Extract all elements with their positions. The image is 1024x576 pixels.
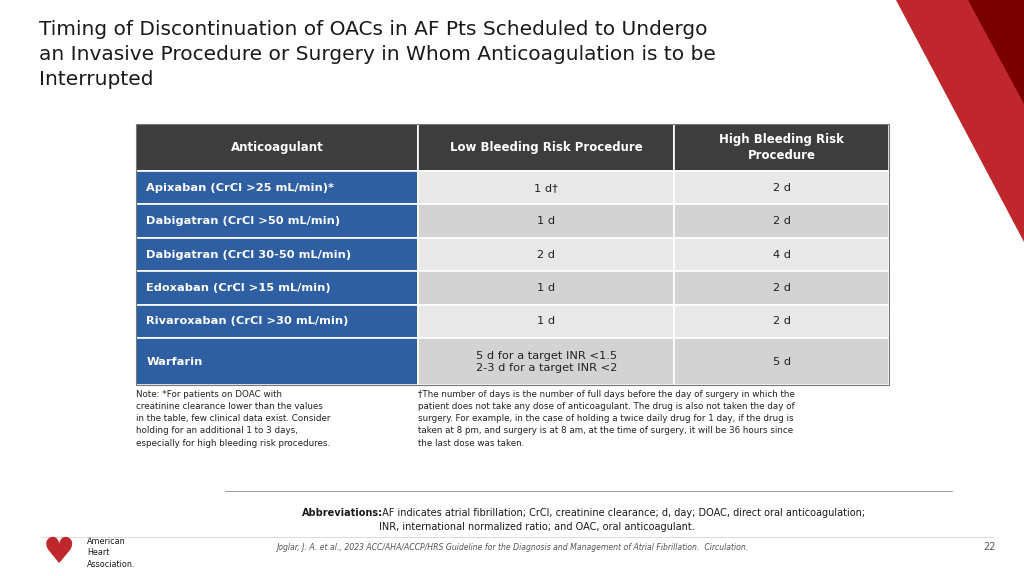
Text: 4 d: 4 d [772, 249, 791, 260]
Bar [675, 204, 889, 238]
Text: Joglar, J. A. et al., 2023 ACC/AHA/ACCP/HRS Guideline for the Diagnosis and Mana: Joglar, J. A. et al., 2023 ACC/AHA/ACCP/… [275, 543, 749, 552]
Text: AF indicates atrial fibrillation; CrCl, creatinine clearance; d, day; DOAC, dire: AF indicates atrial fibrillation; CrCl, … [379, 508, 865, 532]
Text: Timing of Discontinuation of OACs in AF Pts Scheduled to Undergo
an Invasive Pro: Timing of Discontinuation of OACs in AF … [39, 20, 716, 89]
Bar [136, 305, 419, 338]
Text: 2 d: 2 d [772, 283, 791, 293]
Bar [136, 204, 419, 238]
Text: Abbreviations:: Abbreviations: [302, 508, 383, 518]
Text: 2 d: 2 d [772, 183, 791, 193]
Text: Dabigatran (CrCl >50 mL/min): Dabigatran (CrCl >50 mL/min) [146, 216, 341, 226]
Bar [419, 204, 675, 238]
Bar [419, 124, 675, 171]
Text: Note: *For patients on DOAC with
creatinine clearance lower than the values
in t: Note: *For patients on DOAC with creatin… [136, 390, 331, 448]
Text: 2 d: 2 d [538, 249, 555, 260]
Text: American
Heart
Association.: American Heart Association. [87, 537, 135, 569]
Bar [675, 238, 889, 271]
Text: 5 d for a target INR <1.5
2-3 d for a target INR <2: 5 d for a target INR <1.5 2-3 d for a ta… [476, 351, 617, 373]
Text: Edoxaban (CrCl >15 mL/min): Edoxaban (CrCl >15 mL/min) [146, 283, 331, 293]
Bar [419, 338, 675, 385]
Text: Rivaroxaban (CrCl >30 mL/min): Rivaroxaban (CrCl >30 mL/min) [146, 316, 349, 327]
Bar [675, 305, 889, 338]
Bar [419, 305, 675, 338]
Bar [675, 124, 889, 171]
Bar [136, 338, 419, 385]
Text: 1 d: 1 d [538, 316, 555, 327]
Text: 5 d: 5 d [772, 357, 791, 367]
Text: Low Bleeding Risk Procedure: Low Bleeding Risk Procedure [450, 141, 643, 154]
Bar [136, 171, 419, 204]
Bar [419, 171, 675, 204]
Text: Dabigatran (CrCl 30-50 mL/min): Dabigatran (CrCl 30-50 mL/min) [146, 249, 351, 260]
Text: †The number of days is the number of full days before the day of surgery in whic: †The number of days is the number of ful… [419, 390, 796, 448]
Text: 1 d: 1 d [538, 216, 555, 226]
Bar [136, 271, 419, 305]
Text: Apixaban (CrCl >25 mL/min)*: Apixaban (CrCl >25 mL/min)* [146, 183, 335, 193]
Text: 2 d: 2 d [772, 316, 791, 327]
Text: 22: 22 [983, 542, 995, 552]
Bar [419, 271, 675, 305]
Bar [419, 238, 675, 271]
Text: 1 d: 1 d [538, 283, 555, 293]
Text: ♥: ♥ [43, 536, 76, 570]
Polygon shape [968, 0, 1024, 104]
Text: 1 d†: 1 d† [535, 183, 558, 193]
Bar [136, 124, 889, 385]
Text: High Bleeding Risk
Procedure: High Bleeding Risk Procedure [719, 133, 844, 162]
Text: 2 d: 2 d [772, 216, 791, 226]
Polygon shape [896, 0, 1024, 242]
Bar [136, 124, 419, 171]
Text: Anticoagulant: Anticoagulant [231, 141, 324, 154]
Bar [675, 171, 889, 204]
Bar [136, 238, 419, 271]
Bar [675, 338, 889, 385]
Text: Warfarin: Warfarin [146, 357, 203, 367]
Bar [675, 271, 889, 305]
